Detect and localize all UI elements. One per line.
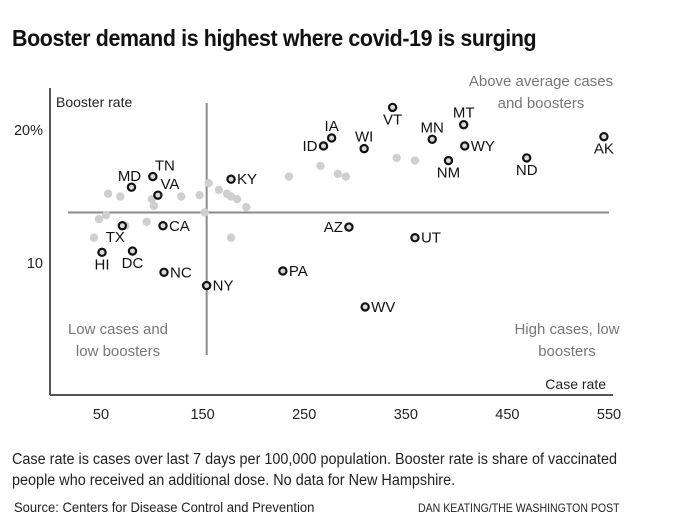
state-point-unlabeled	[226, 233, 236, 242]
state-point-vt	[387, 102, 398, 113]
state-point-ny	[201, 280, 212, 291]
quadrant-label-bottom-left: low boosters	[76, 343, 160, 360]
state-point-unlabeled	[284, 172, 294, 181]
state-label-id: ID	[303, 138, 318, 155]
state-label-pa: PA	[289, 263, 308, 280]
state-label-ky: KY	[237, 171, 257, 188]
x-tick-label: 450	[495, 407, 519, 423]
state-label-nd: ND	[516, 162, 538, 179]
state-point-va	[153, 190, 163, 200]
state-point-wv	[360, 302, 370, 312]
state-point-tx	[117, 221, 128, 231]
y-tick-label: 10	[27, 256, 43, 272]
state-label-dc: DC	[122, 255, 144, 272]
state-point-unlabeled	[316, 161, 325, 171]
state-point-unlabeled	[242, 202, 251, 212]
state-point-mn	[427, 134, 437, 145]
state-label-ia: IA	[325, 118, 339, 135]
state-point-ut	[410, 233, 420, 243]
state-point-nd	[522, 153, 532, 163]
state-point-unlabeled	[392, 153, 401, 163]
scatter-plot: Booster rate Case rate 50 150 250 350 450 550 20…	[14, 73, 621, 423]
x-axis-title: Case rate	[545, 376, 606, 392]
state-point-nm	[443, 155, 454, 166]
x-tick-label: 50	[93, 407, 109, 423]
state-point-ca	[158, 221, 168, 231]
quadrant-label-bottom-right: High cases, low	[514, 321, 619, 338]
y-axis-title: Booster rate	[56, 94, 132, 110]
state-point-id	[318, 141, 329, 151]
state-label-vt: VT	[383, 111, 402, 128]
quadrant-label-bottom-right: boosters	[538, 343, 596, 360]
state-point-unlabeled	[410, 156, 420, 165]
state-point-unlabeled	[177, 192, 186, 201]
state-point-unlabeled	[200, 208, 209, 217]
state-point-unlabeled	[195, 190, 204, 200]
state-label-wi: WI	[355, 129, 373, 146]
x-tick-label: 350	[394, 407, 418, 423]
state-label-nm: NM	[437, 165, 460, 182]
quadrant-label-top-right: Above average cases	[469, 73, 613, 90]
state-point-unlabeled	[204, 179, 213, 188]
footnote: Case rate is cases over last 7 days per …	[12, 451, 617, 489]
state-point-unlabeled	[333, 169, 342, 179]
state-point-unlabeled	[101, 210, 111, 220]
state-point-wi	[359, 143, 369, 154]
state-point-az	[344, 222, 354, 232]
state-point-nc	[159, 267, 169, 278]
state-point-pa	[278, 266, 288, 276]
state-point-unlabeled	[142, 217, 151, 226]
state-label-ak: AK	[594, 141, 614, 158]
state-point-unlabeled	[116, 192, 125, 201]
state-point-unlabeled	[89, 233, 99, 242]
state-label-mn: MN	[421, 119, 444, 136]
state-label-ny: NY	[213, 278, 234, 295]
state-point-md	[126, 182, 137, 192]
state-label-nc: NC	[170, 264, 192, 281]
state-label-hi: HI	[95, 256, 110, 273]
state-label-md: MD	[118, 168, 141, 185]
state-point-ia	[326, 133, 337, 143]
state-point-unlabeled	[341, 172, 351, 181]
state-label-wy: WY	[471, 138, 495, 155]
quadrant-label-bottom-left: Low cases and	[68, 321, 168, 338]
state-label-mt: MT	[453, 105, 475, 122]
state-label-ca: CA	[169, 218, 190, 235]
quadrant-label-top-right: and boosters	[498, 95, 585, 112]
state-point-dc	[127, 246, 138, 256]
state-label-az: AZ	[324, 219, 343, 236]
state-label-wv: WV	[371, 299, 395, 316]
state-point-tn	[148, 171, 158, 182]
state-point-unlabeled	[149, 201, 159, 211]
x-tick-label: 250	[292, 407, 316, 423]
state-point-unlabeled	[214, 185, 224, 195]
credit-line: DAN KEATING/THE WASHINGTON POST	[418, 501, 620, 515]
x-tick-label: 150	[190, 407, 214, 423]
x-tick-label: 550	[597, 407, 621, 423]
state-point-mt	[459, 119, 469, 130]
state-point-unlabeled	[232, 194, 242, 204]
state-point-unlabeled	[103, 189, 113, 199]
state-label-va: VA	[160, 176, 179, 193]
state-label-tx: TX	[106, 229, 125, 246]
state-point-ak	[599, 131, 609, 142]
chart-title: Booster demand is highest where covid-19…	[12, 25, 537, 51]
source-line: Source: Centers for Disease Control and …	[14, 499, 315, 515]
state-point-wy	[460, 141, 470, 151]
state-point-ky	[226, 174, 236, 184]
state-point-unlabeled	[94, 214, 104, 224]
y-tick-label: 20%	[14, 123, 43, 139]
state-label-ut: UT	[421, 230, 441, 247]
state-point-hi	[97, 247, 107, 258]
state-label-tn: TN	[155, 158, 175, 175]
